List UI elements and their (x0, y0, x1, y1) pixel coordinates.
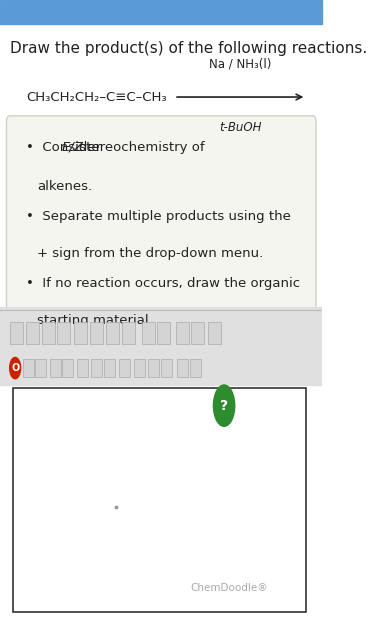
Text: E/Z: E/Z (62, 141, 84, 154)
Bar (62, 359, 73, 377)
Bar (26, 322, 39, 344)
FancyBboxPatch shape (7, 116, 316, 310)
Text: alkenes.: alkenes. (37, 180, 92, 193)
Text: •  If no reaction occurs, draw the organic: • If no reaction occurs, draw the organi… (26, 277, 300, 290)
Bar (122, 322, 135, 344)
Bar (161, 359, 172, 377)
Bar (191, 322, 204, 344)
Bar (176, 322, 189, 344)
Bar (208, 322, 221, 344)
Bar (142, 322, 155, 344)
Bar (104, 359, 115, 377)
Bar (50, 359, 61, 377)
Bar (119, 359, 130, 377)
Circle shape (213, 385, 235, 426)
Bar (0, 0, 322, 24)
Text: ?: ? (220, 399, 228, 413)
Bar (90, 322, 102, 344)
Bar (190, 359, 201, 377)
Bar (91, 359, 102, 377)
Circle shape (10, 357, 21, 379)
Bar (74, 322, 87, 344)
Text: ChemDoodle®: ChemDoodle® (190, 583, 268, 593)
Bar (148, 359, 159, 377)
Bar (77, 359, 88, 377)
Bar (23, 359, 34, 377)
Bar (57, 322, 70, 344)
Text: •  Consider: • Consider (26, 141, 105, 154)
Bar (10, 322, 23, 344)
Bar (35, 359, 47, 377)
Text: + sign from the drop-down menu.: + sign from the drop-down menu. (37, 247, 263, 260)
Text: Draw the product(s) of the following reactions.: Draw the product(s) of the following rea… (10, 41, 367, 56)
Bar (158, 322, 170, 344)
Bar (0, 307, 322, 385)
Text: stereochemistry of: stereochemistry of (75, 141, 204, 154)
Bar (134, 359, 145, 377)
Text: •  Separate multiple products using the: • Separate multiple products using the (26, 210, 291, 223)
Text: CH₃CH₂CH₂–C≡C–CH₃: CH₃CH₂CH₂–C≡C–CH₃ (26, 91, 167, 103)
Text: O: O (11, 363, 19, 373)
Text: t-BuOH: t-BuOH (219, 121, 262, 134)
Bar (13, 388, 306, 612)
Text: Na / NH₃(l): Na / NH₃(l) (209, 58, 271, 71)
Text: starting material.: starting material. (37, 314, 153, 327)
Bar (106, 322, 119, 344)
Bar (177, 359, 188, 377)
Bar (42, 322, 55, 344)
